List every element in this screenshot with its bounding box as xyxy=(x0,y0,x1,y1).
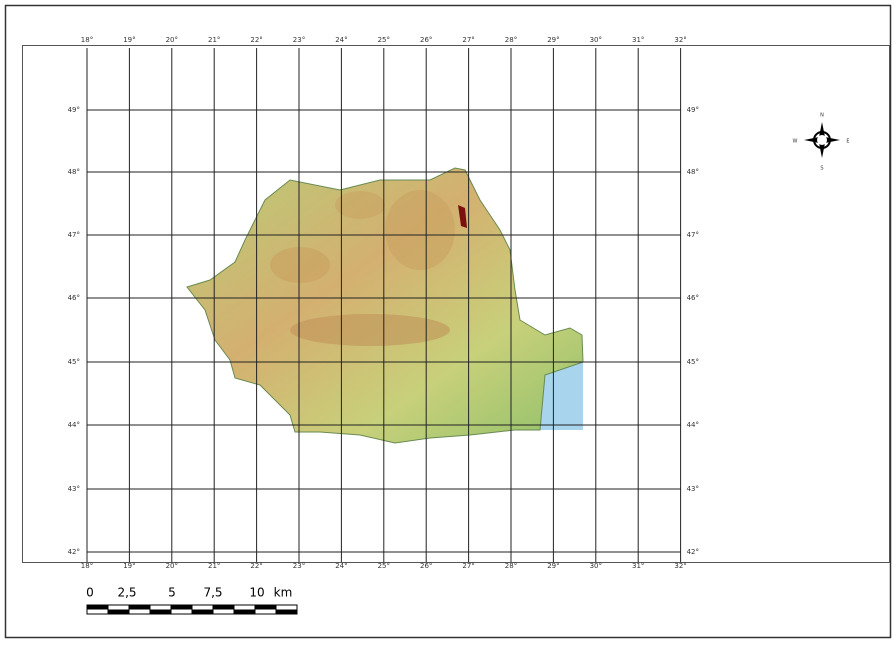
longitude-label-top: 29° xyxy=(547,36,559,44)
compass-s: S xyxy=(820,166,823,172)
scale-segment xyxy=(87,609,108,614)
scale-segment xyxy=(276,605,297,610)
longitude-label-bottom: 27° xyxy=(462,562,474,570)
compass-n: N xyxy=(820,113,824,119)
longitude-label-top: 26° xyxy=(420,36,432,44)
longitude-label-bottom: 23° xyxy=(293,562,305,570)
latitude-label-left: 46° xyxy=(68,294,80,302)
longitude-label-bottom: 24° xyxy=(335,562,347,570)
compass-w: W xyxy=(793,139,798,145)
latitude-label-right: 47° xyxy=(687,231,699,239)
longitude-label-bottom: 25° xyxy=(378,562,390,570)
map: 18° 18° 19° 19° 20° 20° 21° 21° 22° 22° 23° 23° 24° 2… xyxy=(0,0,896,643)
longitude-label-bottom: 28° xyxy=(505,562,517,570)
mountains xyxy=(270,247,330,283)
latitude-label-right: 43° xyxy=(687,485,699,493)
latitude-label-right: 49° xyxy=(687,106,699,114)
longitude-label-bottom: 31° xyxy=(632,562,644,570)
scale-segment xyxy=(108,605,129,610)
mountains xyxy=(335,191,385,219)
longitude-label-bottom: 21° xyxy=(208,562,220,570)
latitude-label-right: 45° xyxy=(687,358,699,366)
longitude-label-top: 30° xyxy=(590,36,602,44)
scale-label: 5 xyxy=(168,586,176,600)
latitude-label-left: 42° xyxy=(68,548,80,556)
longitude-label-top: 22° xyxy=(250,36,262,44)
longitude-label-top: 32° xyxy=(674,36,686,44)
scale-segment xyxy=(213,609,234,614)
scale-segment xyxy=(255,609,276,614)
compass-center xyxy=(817,135,827,145)
longitude-label-bottom: 26° xyxy=(420,562,432,570)
longitude-label-top: 31° xyxy=(632,36,644,44)
longitude-label-bottom: 29° xyxy=(547,562,559,570)
scale-unit: km xyxy=(274,586,293,600)
longitude-label-bottom: 19° xyxy=(123,562,135,570)
longitude-label-bottom: 20° xyxy=(166,562,178,570)
latitude-label-right: 44° xyxy=(687,421,699,429)
scale-segment xyxy=(129,609,150,614)
longitude-label-top: 19° xyxy=(123,36,135,44)
longitude-label-top: 28° xyxy=(505,36,517,44)
longitude-label-top: 25° xyxy=(378,36,390,44)
compass-e: E xyxy=(846,139,849,145)
longitude-label-top: 23° xyxy=(293,36,305,44)
scale-segment xyxy=(171,609,192,614)
longitude-label-top: 20° xyxy=(166,36,178,44)
latitude-label-left: 48° xyxy=(68,168,80,176)
longitude-label-top: 27° xyxy=(462,36,474,44)
longitude-label-top: 24° xyxy=(335,36,347,44)
latitude-label-left: 44° xyxy=(68,421,80,429)
latitude-label-left: 49° xyxy=(68,106,80,114)
longitude-label-top: 18° xyxy=(81,36,93,44)
scale-segment xyxy=(150,605,171,610)
scale-label: 2,5 xyxy=(117,586,136,600)
longitude-label-bottom: 22° xyxy=(250,562,262,570)
latitude-label-left: 45° xyxy=(68,358,80,366)
latitude-label-right: 48° xyxy=(687,168,699,176)
scale-segment xyxy=(192,605,213,610)
latitude-label-left: 43° xyxy=(68,485,80,493)
latitude-label-right: 46° xyxy=(687,294,699,302)
scale-label: 0 xyxy=(86,586,94,600)
latitude-label-left: 47° xyxy=(68,231,80,239)
longitude-label-bottom: 18° xyxy=(81,562,93,570)
latitude-label-right: 42° xyxy=(687,548,699,556)
scale-label: 10 xyxy=(249,586,264,600)
scale-label: 7,5 xyxy=(203,586,222,600)
mountains xyxy=(385,190,455,270)
scale-segment xyxy=(234,605,255,610)
longitude-label-top: 21° xyxy=(208,36,220,44)
longitude-label-bottom: 32° xyxy=(674,562,686,570)
longitude-label-bottom: 30° xyxy=(590,562,602,570)
